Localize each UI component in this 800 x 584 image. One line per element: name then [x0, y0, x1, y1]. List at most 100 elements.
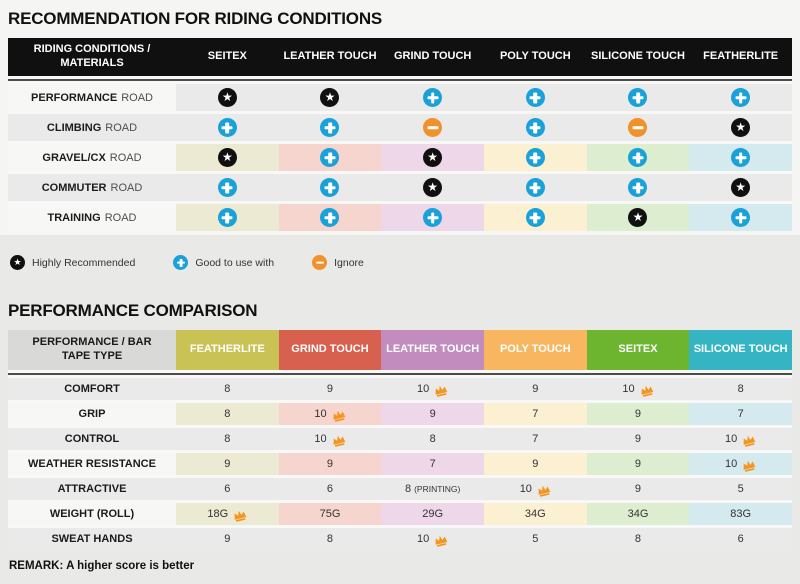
- score-value: 8: [326, 533, 334, 545]
- riding-header-leather-touch: LEATHER TOUCH: [278, 38, 382, 76]
- riding-activity: COMMUTER: [41, 181, 107, 194]
- legend: ★ Highly Recommended Good to use with Ignor…: [8, 255, 792, 270]
- plus-circle-icon: [173, 255, 189, 270]
- crown-icon: [433, 533, 450, 548]
- plus-circle-icon: [217, 178, 237, 197]
- score-cell: 18G: [176, 503, 279, 525]
- riding-row-label: GRAVEL/CX ROAD: [8, 144, 176, 171]
- score-cell: 7: [483, 403, 587, 425]
- score-cell: 7: [381, 453, 484, 475]
- performance-header-seitex: SEITEX: [586, 330, 690, 370]
- recommendation-cell: [278, 144, 382, 171]
- score-value: 7: [532, 433, 539, 445]
- star-circle-icon: ★: [320, 88, 340, 107]
- performance-header-poly-touch: POLY TOUCH: [483, 330, 587, 370]
- score-cell: 5: [483, 528, 587, 550]
- recommendation-cell: [483, 114, 587, 141]
- crown-icon: [741, 458, 758, 473]
- plus-circle-icon: [423, 208, 443, 227]
- metric-label: SWEAT HANDS: [8, 528, 176, 550]
- riding-row-label: COMMUTER ROAD: [8, 174, 176, 201]
- plus-circle-icon: [320, 178, 340, 197]
- riding-header-seitex: SEITEX: [176, 38, 279, 76]
- crown-icon: [535, 483, 552, 498]
- plus-circle-icon: [525, 208, 545, 227]
- score-cell: 10: [586, 378, 690, 400]
- riding-header-poly-touch: POLY TOUCH: [483, 38, 587, 76]
- riding-header-silicone-touch: SILICONE TOUCH: [586, 38, 690, 76]
- score-cell: 9: [278, 453, 382, 475]
- recommendation-cell: ★: [586, 204, 690, 231]
- score-cell: 8: [278, 528, 382, 550]
- plus-circle-icon: [525, 148, 545, 167]
- star-circle-icon: ★: [731, 178, 751, 197]
- performance-section-title: PERFORMANCE COMPARISON: [8, 301, 258, 320]
- plus-circle-icon: [628, 178, 648, 197]
- plus-circle-icon: [731, 208, 751, 227]
- legend-label: Ignore: [334, 256, 364, 269]
- score-cell: 9: [278, 378, 382, 400]
- score-cell: 10: [483, 478, 587, 500]
- score-value: 6: [737, 533, 744, 545]
- score-value: 34G: [524, 508, 546, 520]
- plus-circle-icon: [423, 88, 443, 107]
- legend-label: Highly Recommended: [32, 256, 136, 269]
- crown-icon: [330, 408, 347, 423]
- star-circle-icon: ★: [731, 118, 751, 137]
- score-cell: 9: [586, 478, 690, 500]
- score-cell: 9: [176, 528, 279, 550]
- riding-conditions-section: RECOMMENDATION FOR RIDING CONDITIONS RID…: [0, 0, 800, 231]
- recommendation-cell: [689, 144, 792, 171]
- score-cell: 34G: [483, 503, 587, 525]
- recommendation-cell: [381, 84, 484, 111]
- recommendation-cell: ★: [176, 84, 279, 111]
- crown-icon: [232, 508, 249, 523]
- minus-circle-icon: [628, 118, 648, 137]
- score-value: 9: [634, 408, 642, 420]
- plus-circle-icon: [217, 118, 237, 137]
- plus-circle-icon: [217, 208, 237, 227]
- recommendation-cell: ★: [278, 84, 382, 111]
- score-cell: 10: [278, 428, 382, 450]
- score-value: 9: [224, 458, 231, 470]
- recommendation-cell: [586, 174, 690, 201]
- score-cell: 8: [689, 378, 792, 400]
- recommendation-cell: [278, 204, 382, 231]
- score-cell: 10: [381, 378, 484, 400]
- score-value: 9: [634, 433, 642, 445]
- performance-header-grind-touch: GRIND TOUCH: [278, 330, 382, 370]
- score-value: 9: [326, 383, 334, 395]
- riding-row-label: PERFORMANCE ROAD: [8, 84, 176, 111]
- riding-header-materials: RIDING CONDITIONS / MATERIALS: [8, 38, 176, 76]
- riding-row-label: TRAINING ROAD: [8, 204, 176, 231]
- riding-activity: GRAVEL/CX: [42, 151, 106, 164]
- metric-label: GRIP: [8, 403, 176, 425]
- score-value: 75G: [319, 508, 341, 520]
- header-divider: [8, 373, 792, 375]
- riding-header-featherlite: FEATHERLITE: [689, 38, 792, 76]
- score-cell: 9: [586, 403, 690, 425]
- performance-header-label: PERFORMANCE / BAR TAPE TYPE: [8, 330, 176, 370]
- riding-suffix: ROAD: [121, 91, 153, 104]
- score-value: 9: [326, 458, 334, 470]
- recommendation-cell: ★: [689, 174, 792, 201]
- plus-circle-icon: [628, 148, 648, 167]
- score-value: 8: [429, 433, 436, 445]
- score-value: 10: [519, 483, 532, 495]
- minus-circle-icon: [312, 255, 328, 270]
- performance-section: ★ Highly Recommended Good to use with Ignor…: [0, 235, 800, 584]
- performance-table: PERFORMANCE / BAR TAPE TYPE FEATHERLITE GR…: [8, 330, 792, 550]
- legend-label: Good to use with: [195, 256, 275, 269]
- plus-circle-icon: [525, 88, 545, 107]
- score-value: 7: [429, 458, 436, 470]
- score-value: 6: [224, 483, 231, 495]
- score-cell: 83G: [689, 503, 792, 525]
- riding-section-title: RECOMMENDATION FOR RIDING CONDITIONS: [8, 9, 383, 28]
- riding-conditions-table: RIDING CONDITIONS / MATERIALS SEITEX LEATH…: [8, 38, 792, 231]
- score-value: 5: [737, 483, 744, 495]
- score-cell: 6: [278, 478, 382, 500]
- score-cell: 75G: [278, 503, 382, 525]
- plus-circle-icon: [731, 148, 751, 167]
- riding-suffix: ROAD: [105, 121, 138, 134]
- score-value: 8: [737, 383, 744, 395]
